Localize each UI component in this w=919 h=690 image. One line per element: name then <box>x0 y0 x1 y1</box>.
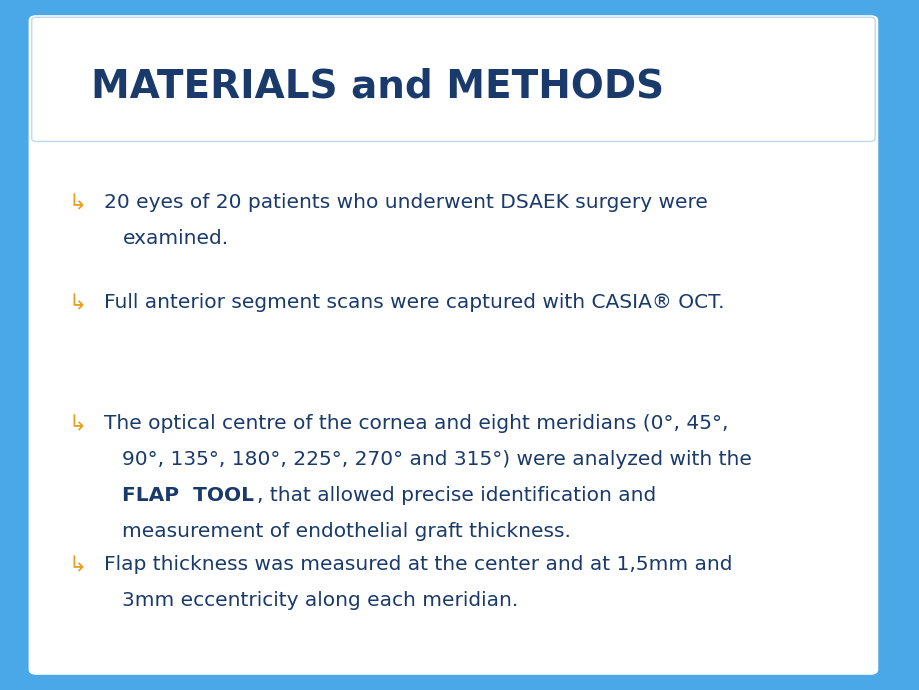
Text: 90°, 135°, 180°, 225°, 270° and 315°) were analyzed with the: 90°, 135°, 180°, 225°, 270° and 315°) we… <box>122 450 752 469</box>
Text: 20 eyes of 20 patients who underwent DSAEK surgery were: 20 eyes of 20 patients who underwent DSA… <box>104 193 708 213</box>
FancyBboxPatch shape <box>28 14 879 676</box>
Text: 3mm eccentricity along each meridian.: 3mm eccentricity along each meridian. <box>122 591 518 611</box>
Text: examined.: examined. <box>122 229 228 248</box>
Text: FLAP  TOOL: FLAP TOOL <box>122 486 255 505</box>
Text: ↳: ↳ <box>68 414 86 434</box>
Text: ↳: ↳ <box>68 555 86 575</box>
Text: measurement of endothelial graft thickness.: measurement of endothelial graft thickne… <box>122 522 571 541</box>
Text: , that allowed precise identification and: , that allowed precise identification an… <box>256 486 655 505</box>
Text: ↳: ↳ <box>68 293 86 313</box>
Text: The optical centre of the cornea and eight meridians (0°, 45°,: The optical centre of the cornea and eig… <box>104 414 728 433</box>
Text: Full anterior segment scans were captured with CASIA® OCT.: Full anterior segment scans were capture… <box>104 293 724 313</box>
Text: Flap thickness was measured at the center and at 1,5mm and: Flap thickness was measured at the cente… <box>104 555 732 575</box>
Text: ↳: ↳ <box>68 193 86 213</box>
FancyBboxPatch shape <box>32 17 874 141</box>
Text: MATERIALS and METHODS: MATERIALS and METHODS <box>91 67 664 106</box>
